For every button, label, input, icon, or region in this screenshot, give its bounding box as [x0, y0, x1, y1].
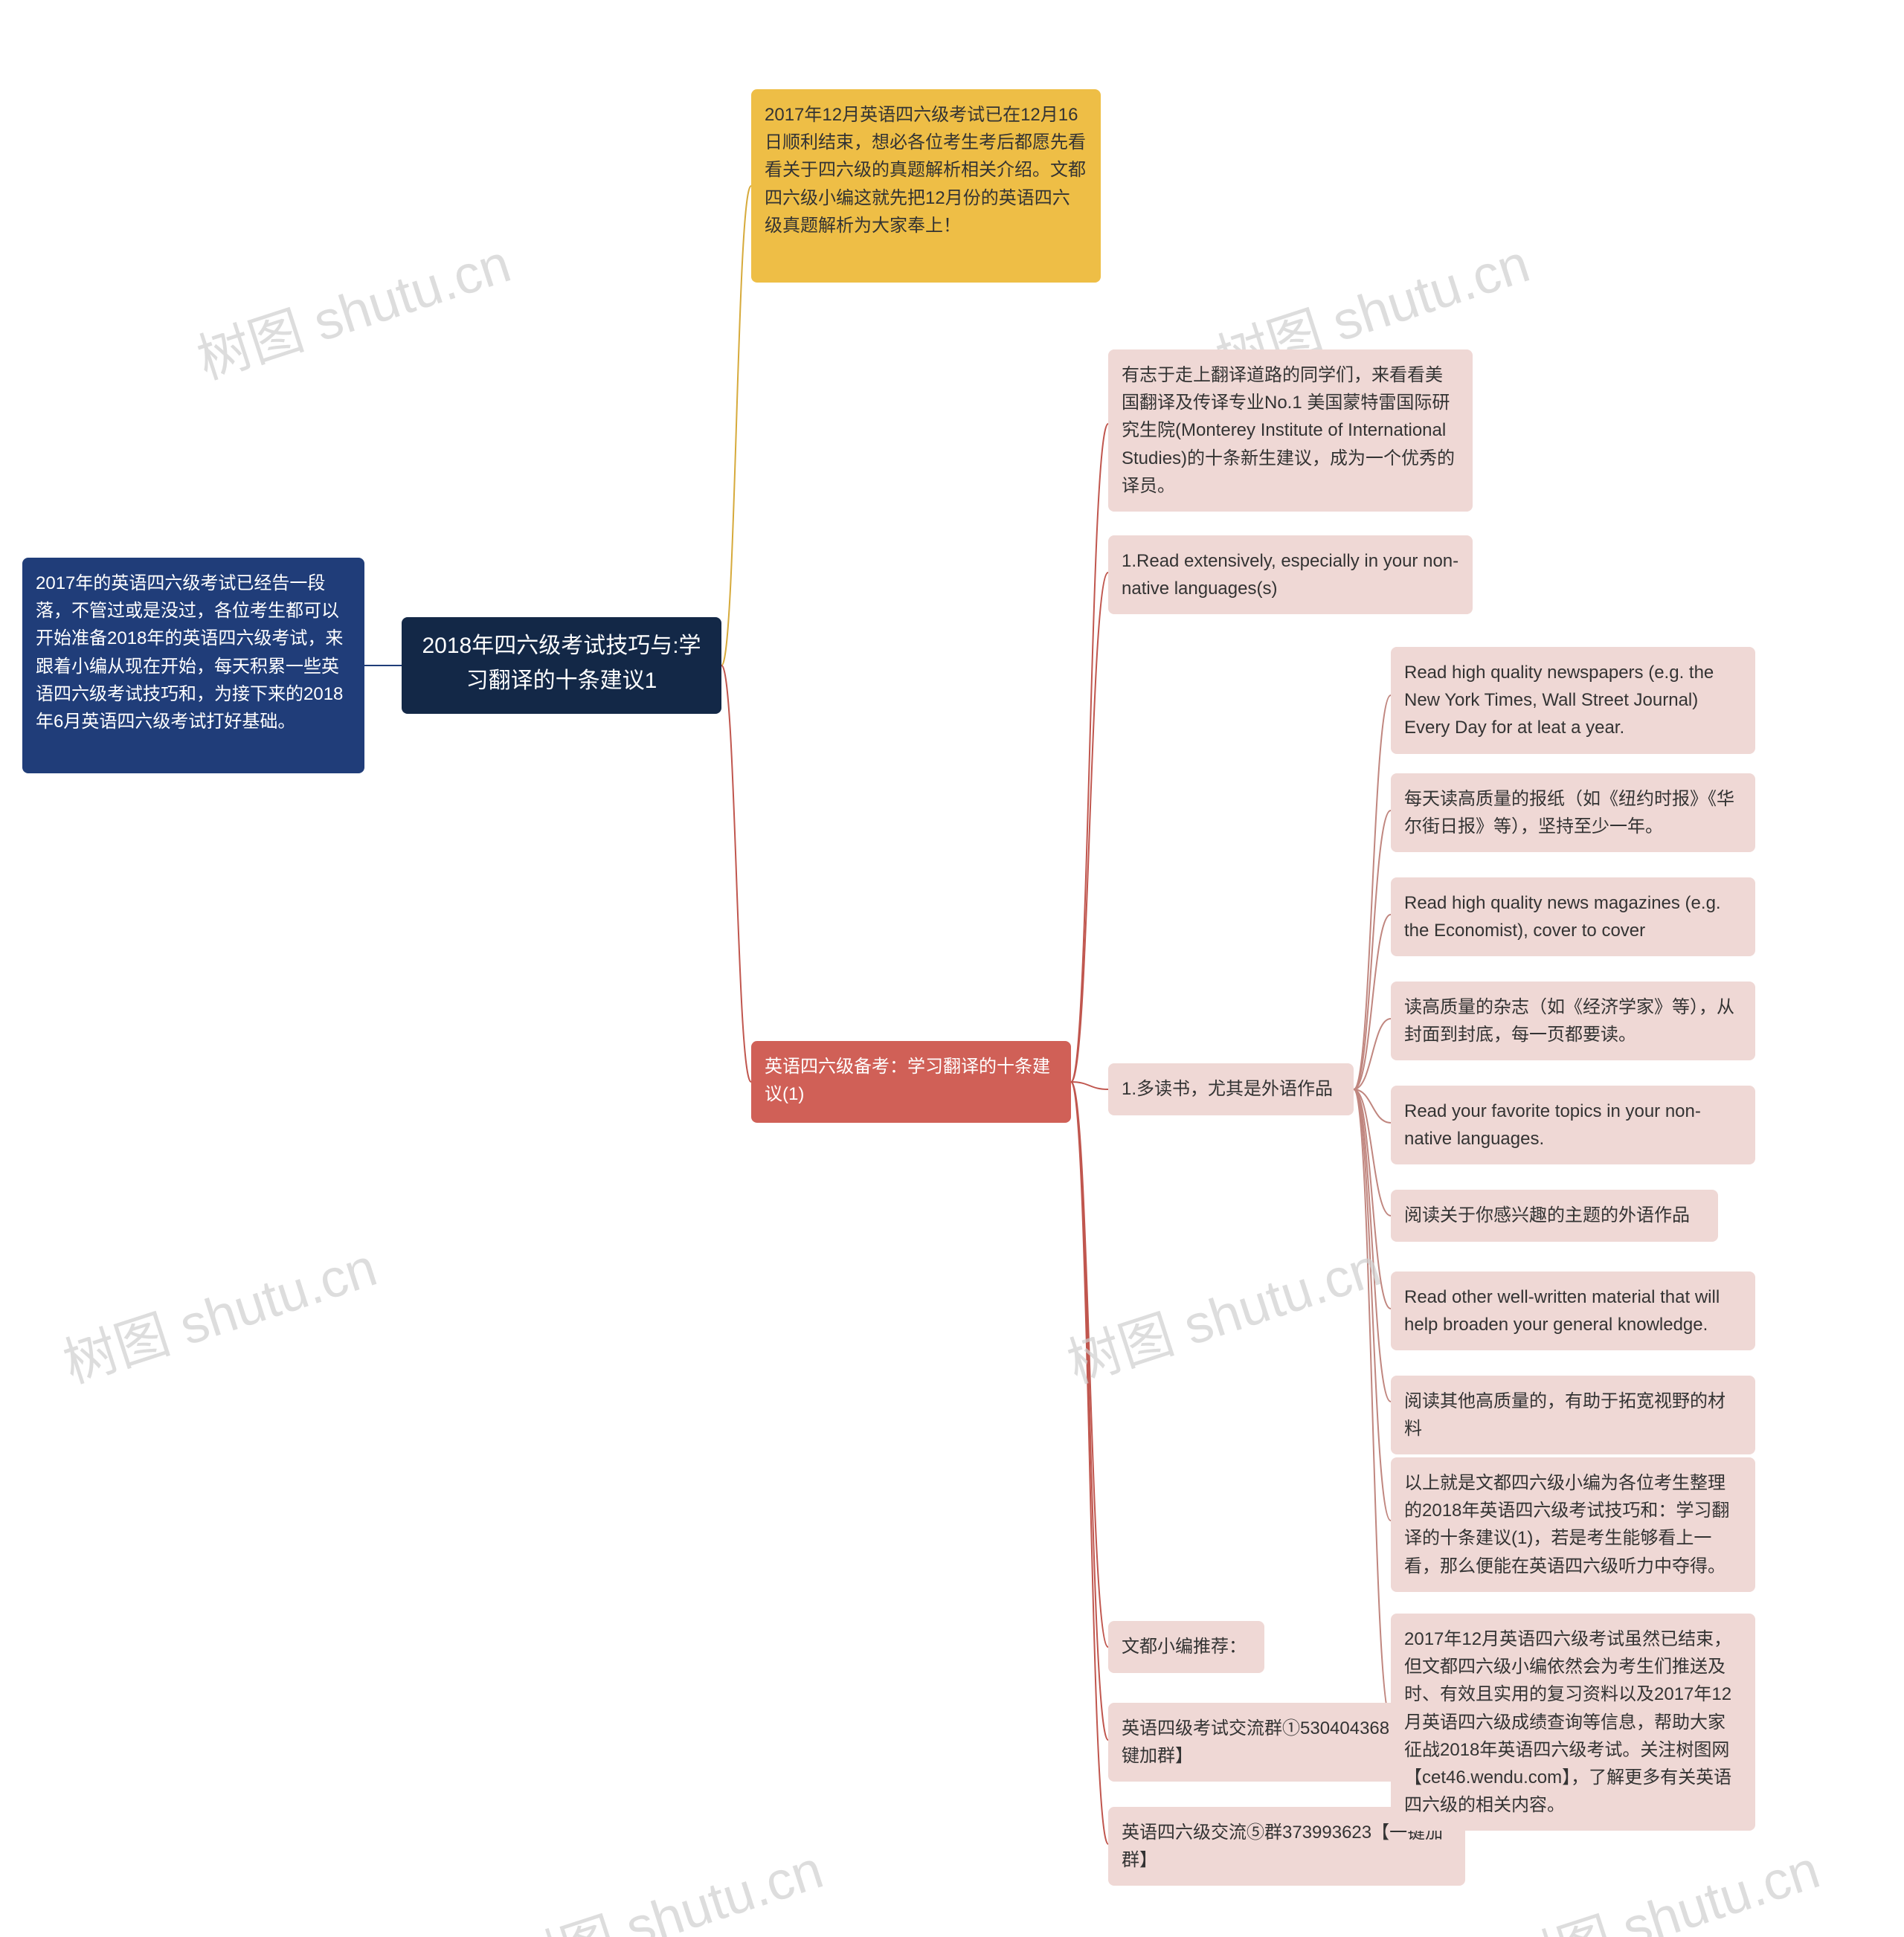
node-read-extensively[interactable]: 1.Read extensively, especially in your n…	[1108, 535, 1473, 614]
node-topics-en[interactable]: Read your favorite topics in your non-na…	[1391, 1086, 1755, 1164]
node-other-en[interactable]: Read other well-written material that wi…	[1391, 1272, 1755, 1350]
watermark: 树图 shutu.cn	[52, 1223, 385, 1398]
node-intro[interactable]: 2017年的英语四六级考试已经告一段落，不管过或是没过，各位考生都可以开始准备2…	[22, 558, 364, 773]
watermark: 树图 shutu.cn	[186, 219, 518, 394]
node-followup[interactable]: 2017年12月英语四六级考试虽然已结束，但文都四六级小编依然会为考生们推送及时…	[1391, 1614, 1755, 1831]
node-center-title[interactable]: 2018年四六级考试技巧与:学习翻译的十条建议1	[402, 617, 721, 714]
node-yellow-summary[interactable]: 2017年12月英语四六级考试已在12月16日顺利结束，想必各位考生考后都愿先看…	[751, 89, 1101, 283]
node-topics-zh[interactable]: 阅读关于你感兴趣的主题的外语作品	[1391, 1190, 1718, 1242]
node-read-books[interactable]: 1.多读书，尤其是外语作品	[1108, 1063, 1354, 1115]
node-editor-recommend[interactable]: 文都小编推荐：	[1108, 1621, 1264, 1673]
node-magazines-en[interactable]: Read high quality news magazines (e.g. t…	[1391, 877, 1755, 956]
node-newspapers-zh[interactable]: 每天读高质量的报纸（如《纽约时报》《华尔街日报》等），坚持至少一年。	[1391, 773, 1755, 852]
node-red-heading[interactable]: 英语四六级备考：学习翻译的十条建议(1)	[751, 1041, 1071, 1123]
node-other-zh[interactable]: 阅读其他高质量的，有助于拓宽视野的材料	[1391, 1376, 1755, 1454]
mindmap-canvas: 树图 shutu.cn 树图 shutu.cn 树图 shutu.cn 树图 s…	[0, 0, 1904, 1937]
watermark: 树图 shutu.cn	[498, 1825, 831, 1937]
node-newspapers-en[interactable]: Read high quality newspapers (e.g. the N…	[1391, 647, 1755, 754]
node-monterey-intro[interactable]: 有志于走上翻译道路的同学们，来看看美国翻译及传译专业No.1 美国蒙特雷国际研究…	[1108, 349, 1473, 512]
watermark: 树图 shutu.cn	[1056, 1223, 1389, 1398]
watermark: 树图 shutu.cn	[1495, 1825, 1827, 1937]
node-magazines-zh[interactable]: 读高质量的杂志（如《经济学家》等），从封面到封底，每一页都要读。	[1391, 982, 1755, 1060]
node-summary[interactable]: 以上就是文都四六级小编为各位考生整理的2018年英语四六级考试技巧和：学习翻译的…	[1391, 1457, 1755, 1592]
